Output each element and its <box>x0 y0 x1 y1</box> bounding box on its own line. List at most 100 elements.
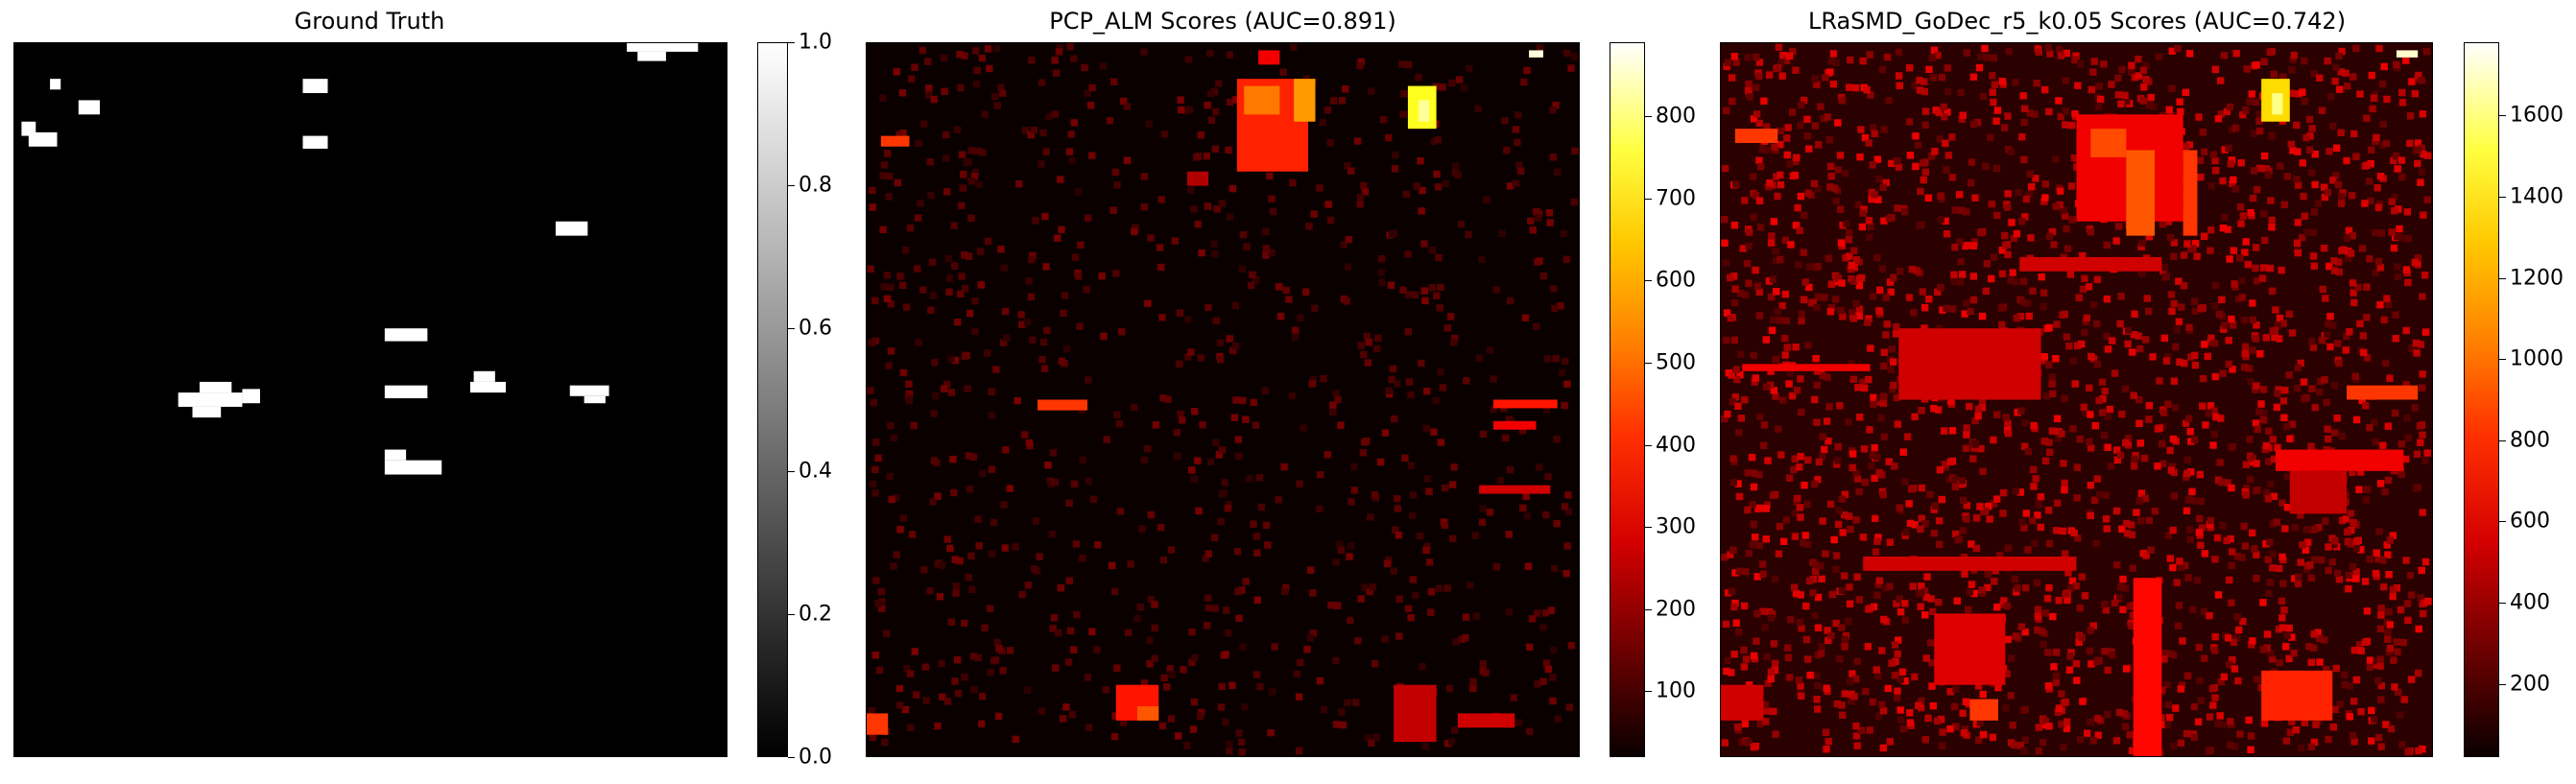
score-cell <box>970 686 977 693</box>
score-cell <box>917 200 923 206</box>
score-cell <box>1966 403 1972 410</box>
score-cell <box>1463 377 1469 384</box>
score-cell <box>1563 381 1570 388</box>
score-cell <box>1098 273 1105 279</box>
score-cell <box>1847 57 1853 63</box>
score-cell <box>2019 298 2026 305</box>
score-cell <box>2229 548 2235 555</box>
score-cell <box>1862 479 1869 486</box>
score-cell <box>2381 488 2388 495</box>
score-cell <box>2344 235 2350 242</box>
score-cell <box>1904 433 1911 440</box>
score-cell <box>1433 171 1440 178</box>
score-cell <box>1839 97 1846 104</box>
score-cell <box>2027 234 2034 241</box>
score-cell <box>2249 530 2255 536</box>
score-cell <box>961 620 967 627</box>
score-cell <box>1786 475 1793 482</box>
score-cell <box>2238 277 2245 284</box>
score-cell <box>1885 685 1892 692</box>
score-cell <box>1449 535 1456 542</box>
score-cell <box>1778 72 1785 79</box>
score-cell <box>2420 110 2426 117</box>
score-cell <box>1798 311 1804 318</box>
score-cell <box>2302 526 2309 533</box>
score-cell <box>1253 597 1260 604</box>
score-cell <box>1146 637 1153 644</box>
score-cell <box>2000 489 2007 496</box>
score-cell <box>1998 304 2005 311</box>
score-cell <box>2277 162 2283 169</box>
score-cell <box>1311 210 1318 217</box>
score-cell <box>1443 180 1449 187</box>
score-cell <box>2268 224 2275 230</box>
score-cell <box>2260 210 2267 217</box>
score-cell <box>1901 617 1908 624</box>
score-cell <box>1964 242 1970 249</box>
score-cell <box>992 366 999 372</box>
score-cell <box>1133 615 1140 622</box>
score-cell <box>2294 365 2301 371</box>
score-cell <box>1141 203 1148 210</box>
score-cell <box>2020 278 2027 285</box>
score-cell <box>1942 140 1948 147</box>
score-cell <box>2423 48 2430 55</box>
score-cell <box>2391 245 2397 251</box>
score-cell <box>1960 497 1967 504</box>
score-cell <box>1151 625 1157 631</box>
score-cell <box>1907 719 1914 725</box>
score-cell <box>2362 578 2369 584</box>
score-cell <box>1480 431 1487 438</box>
score-cell <box>1923 573 1930 580</box>
score-cell <box>1289 179 1296 186</box>
score-cell <box>1833 552 1840 558</box>
score-cell <box>2338 200 2345 206</box>
score-cell <box>2164 722 2171 728</box>
score-cell <box>1109 206 1116 213</box>
score-cell <box>1041 365 1048 371</box>
score-cell <box>1423 388 1430 394</box>
score-cell <box>2248 732 2254 739</box>
score-cell <box>1225 147 1231 154</box>
score-cell <box>2420 211 2426 218</box>
score-cell <box>1746 550 1753 557</box>
colorbar-tick <box>2499 359 2506 360</box>
score-cell <box>957 84 964 91</box>
score-cell <box>2020 119 2027 126</box>
score-cell <box>1554 169 1561 176</box>
score-cell <box>1131 228 1137 235</box>
score-cell <box>1232 343 1239 349</box>
score-cell <box>2095 397 2102 404</box>
score-cell <box>1444 324 1451 331</box>
score-cell <box>2056 705 2063 712</box>
score-cell <box>1164 395 1171 402</box>
score-cell <box>1777 317 1783 323</box>
score-cell <box>2301 378 2307 385</box>
score-cell <box>1361 439 1368 445</box>
score-cell <box>1912 132 1919 139</box>
score-cell <box>1876 287 1883 294</box>
score-cell <box>2055 97 2062 104</box>
score-cell <box>2050 241 2057 248</box>
score-cell <box>2382 360 2389 367</box>
score-cell <box>1211 535 1218 541</box>
score-cell <box>1801 482 1807 488</box>
score-cell <box>2167 555 2174 561</box>
score-cell <box>1194 457 1201 463</box>
score-cell <box>1070 56 1077 62</box>
score-cell <box>2039 641 2046 648</box>
score-cell <box>914 265 920 272</box>
score-cell <box>1256 474 1263 481</box>
score-cell <box>2391 683 2397 690</box>
score-cell <box>2379 81 2386 87</box>
score-cell <box>1110 78 1117 84</box>
score-cell <box>1561 230 1567 237</box>
score-cell <box>2368 737 2374 744</box>
score-cell <box>1872 515 1878 522</box>
score-cell <box>886 173 893 179</box>
score-cell <box>1968 581 1975 587</box>
score-cell <box>2195 719 2202 725</box>
score-cell <box>2044 649 2051 655</box>
score-cell <box>1137 604 1144 610</box>
score-cell <box>1813 672 1820 678</box>
